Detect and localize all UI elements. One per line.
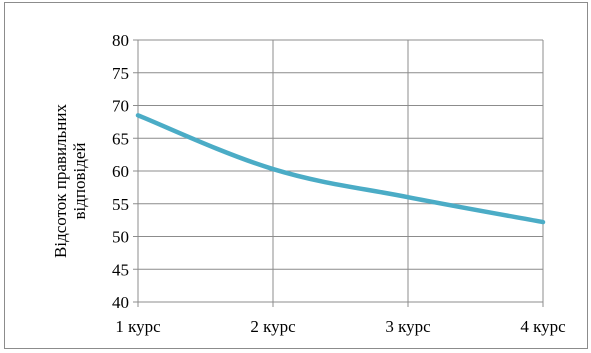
y-tick-label: 45 <box>112 260 129 279</box>
series-line <box>135 113 546 225</box>
y-tick-label: 60 <box>112 162 129 181</box>
y-axis-title-line-2: відповідей <box>70 142 89 219</box>
y-tick-label: 70 <box>112 97 129 116</box>
y-tick-label: 75 <box>112 64 129 83</box>
x-tick-label: 4 курс <box>520 317 566 336</box>
y-tick-label: 55 <box>112 195 129 214</box>
x-tick-label: 3 курс <box>385 317 431 336</box>
x-tick-label: 2 курс <box>250 317 296 336</box>
grid-lines <box>138 39 544 303</box>
axes <box>133 39 544 307</box>
y-tick-label: 40 <box>112 293 129 312</box>
y-tick-labels: 40 45 50 55 60 65 70 75 80 <box>112 31 129 312</box>
x-tick-label: 1 курс <box>115 317 161 336</box>
y-tick-label: 80 <box>112 31 129 50</box>
y-axis-title-line-1: Відсоток правильних <box>51 104 70 258</box>
y-tick-label: 50 <box>112 228 129 247</box>
x-tick-labels: 1 курс 2 курс 3 курс 4 курс <box>115 317 566 336</box>
series-layer <box>135 113 546 225</box>
y-tick-label: 65 <box>112 129 129 148</box>
